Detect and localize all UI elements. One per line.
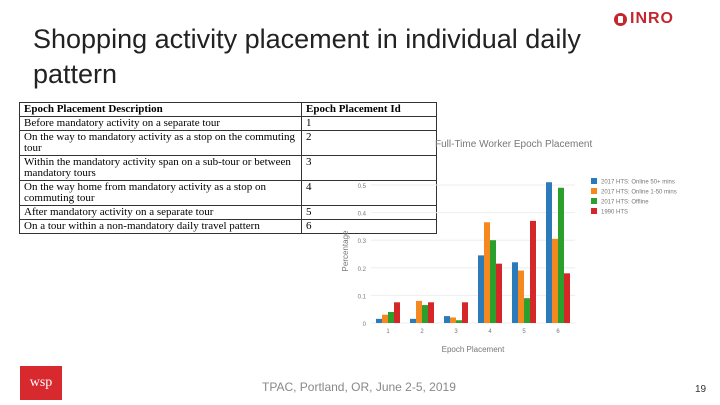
chart-y-tick-label: 0.2	[358, 267, 367, 273]
chart-x-tick-label: 6	[556, 329, 560, 335]
chart-bar	[462, 302, 468, 323]
chart-legend-swatch	[591, 208, 597, 214]
chart-legend-label: 2017 HTS: Online 50+ mins	[601, 180, 675, 186]
chart-legend-label: 2017 HTS: Offline	[601, 200, 649, 206]
epoch-placement-table: Epoch Placement Description Epoch Placem…	[19, 102, 437, 234]
chart-y-tick-label: 0.5	[358, 184, 367, 190]
chart-bar	[558, 187, 564, 323]
table-header-description: Epoch Placement Description	[19, 102, 302, 117]
chart-y-tick-label: 0.1	[358, 294, 367, 300]
chart-bar	[512, 262, 518, 323]
chart-x-axis-label: Epoch Placement	[442, 345, 505, 354]
table-cell-description: On a tour within a non-mandatory daily t…	[19, 219, 302, 234]
chart-bar	[546, 182, 552, 323]
table-row: Before mandatory activity on a separate …	[19, 116, 437, 131]
chart-bar	[564, 273, 570, 323]
chart-bar	[530, 220, 536, 323]
page-number: 19	[695, 384, 707, 395]
chart-x-tick-label: 4	[488, 329, 492, 335]
epoch-placement-chart: Full-Time Worker Epoch Placement Percent…	[341, 139, 677, 354]
table-cell-id: 4	[301, 180, 437, 206]
chart-bar	[382, 314, 388, 323]
chart-bar	[456, 320, 462, 323]
table-cell-description: On the way to mandatory activity as a st…	[19, 130, 302, 156]
footer-text: TPAC, Portland, OR, June 2-5, 2019	[262, 380, 456, 394]
chart-bar	[444, 316, 450, 323]
chart-y-ticks: 0 0.1 0.2 0.3 0.4 0.5	[358, 184, 367, 328]
chart-bar	[478, 255, 484, 323]
chart-bar	[388, 311, 394, 323]
chart-x-tick-label: 5	[522, 329, 526, 335]
chart-bar	[490, 240, 496, 323]
chart-bar	[428, 302, 434, 323]
chart-y-axis-label: Percentage	[341, 230, 350, 271]
chart-bar	[450, 317, 456, 323]
table-cell-description: After mandatory activity on a separate t…	[19, 205, 302, 220]
chart-bar	[394, 302, 400, 323]
chart-legend-swatch	[591, 178, 597, 184]
chart-title: Full-Time Worker Epoch Placement	[435, 139, 592, 150]
chart-gridlines	[371, 184, 575, 324]
table-header-row: Epoch Placement Description Epoch Placem…	[19, 102, 437, 117]
wsp-logo: wsp	[20, 366, 62, 400]
chart-bar	[518, 270, 524, 323]
table-row: On a tour within a non-mandatory daily t…	[19, 219, 437, 234]
table-row: On the way to mandatory activity as a st…	[19, 130, 437, 156]
table-cell-description: Before mandatory activity on a separate …	[19, 116, 302, 131]
table-cell-description: On the way home from mandatory activity …	[19, 180, 302, 206]
inro-logo: INRO	[614, 10, 674, 28]
chart-legend-label: 2017 HTS: Online 1-50 mins	[601, 190, 677, 196]
table-row: After mandatory activity on a separate t…	[19, 205, 437, 220]
table-cell-description: Within the mandatory activity span on a …	[19, 155, 302, 181]
chart-x-tick-label: 2	[420, 329, 424, 335]
chart-bar	[410, 318, 416, 323]
chart-legend-swatch	[591, 188, 597, 194]
chart-x-tick-label: 1	[386, 329, 390, 335]
chart-bar	[416, 300, 422, 323]
chart-bar	[422, 305, 428, 323]
slide-title: Shopping activity placement in individua…	[33, 24, 581, 89]
chart-x-tick-label: 3	[454, 329, 458, 335]
chart-y-tick-label: 0.3	[358, 239, 367, 245]
chart-y-tick-label: 0	[363, 322, 367, 328]
chart-y-tick-label: 0.4	[358, 212, 367, 218]
table-cell-id: 1	[301, 116, 437, 131]
chart-bar	[496, 263, 502, 323]
chart-legend: 2017 HTS: Online 50+ mins 2017 HTS: Onlin…	[591, 178, 677, 216]
table-cell-id: 2	[301, 130, 437, 156]
table-cell-id: 6	[301, 219, 437, 234]
chart-bar	[484, 222, 490, 323]
chart-x-ticks: 1 2 3 4 5 6	[386, 329, 560, 335]
chart-legend-label: 1990 HTS	[601, 210, 628, 216]
chart-bar	[376, 318, 382, 323]
inro-logo-icon	[614, 12, 627, 26]
chart-bars	[376, 182, 570, 323]
inro-logo-text: INRO	[630, 10, 674, 27]
chart-bar	[524, 298, 530, 323]
chart-bar	[552, 238, 558, 323]
table-header-id: Epoch Placement Id	[301, 102, 437, 117]
chart-legend-swatch	[591, 198, 597, 204]
